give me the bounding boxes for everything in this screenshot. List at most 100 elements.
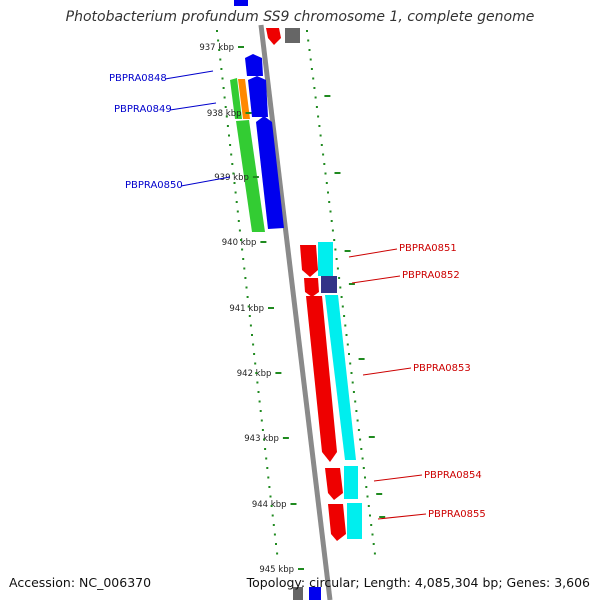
track-dot-left (238, 229, 241, 232)
scale-tick (298, 568, 304, 570)
gene-pbpra0853-cyan[interactable] (325, 295, 356, 460)
track-dot-right (356, 419, 359, 422)
track-dot-left (273, 533, 276, 536)
track-dot-left (234, 191, 237, 194)
track-dot-left (248, 315, 251, 317)
track-dot-left (259, 410, 262, 412)
track-dot-left (216, 30, 218, 32)
gene-green-left[interactable] (230, 78, 242, 119)
scale-label: 944 kbp (252, 500, 287, 510)
scale-label: 942 kbp (237, 369, 272, 379)
label-leader-line (351, 275, 401, 284)
track-dot-right (328, 201, 331, 203)
gene-pbpra0851[interactable] (300, 245, 318, 277)
track-dot-left (225, 115, 228, 118)
gene-label-pbpra0849[interactable]: PBPRA0849 (114, 104, 172, 115)
track-dot-right (322, 153, 325, 156)
gene-label-pbpra0854[interactable]: PBPRA0854 (424, 470, 482, 481)
track-dot-right (359, 438, 362, 441)
gene-pbpra0854[interactable] (325, 468, 343, 500)
track-dot-right (336, 267, 339, 270)
track-dot-left (245, 286, 248, 289)
gene-label-pbpra0848[interactable]: PBPRA0848 (109, 73, 167, 84)
gene-label-pbpra0852[interactable]: PBPRA0852 (402, 270, 460, 281)
track-dot-right (349, 362, 352, 365)
track-dot-left (263, 438, 265, 441)
gene-top-partial-gray (285, 28, 300, 43)
gene-bottom-partial-blue (309, 587, 321, 600)
track-dash-right (368, 436, 375, 438)
gene-pbpra0855[interactable] (328, 504, 346, 541)
track-dash-right (358, 358, 365, 360)
track-dot-right (360, 448, 363, 450)
track-dash-right (379, 516, 386, 518)
scale-tick (268, 307, 274, 309)
track-dot-left (260, 419, 263, 422)
label-leader-line (164, 70, 214, 80)
track-dot-right (369, 514, 371, 517)
track-dot-left (236, 210, 239, 213)
track-dot-left (275, 543, 277, 545)
chromosome-backbone (258, 24, 333, 600)
track-dot-left (268, 486, 271, 488)
track-dot-left (265, 457, 268, 460)
gene-label-pbpra0851[interactable]: PBPRA0851 (399, 243, 457, 254)
gene-pbpra0852-navy (321, 276, 337, 293)
track-dot-right (309, 58, 312, 61)
track-dot-right (344, 324, 347, 327)
scale-marks: 937 kbp 938 kbp 939 kbp 940 kbp 941 kbp 942 k… (199, 43, 304, 575)
track-dot-right (340, 296, 343, 298)
gene-pbpra0849-orange[interactable] (238, 79, 250, 119)
gene-pbpra0848[interactable] (245, 54, 263, 76)
gene-label-pbpra0850[interactable]: PBPRA0850 (125, 180, 183, 191)
gene-labels: PBPRA0848 PBPRA0849 PBPRA0850 PBPRA0851 PBPR… (109, 70, 486, 520)
gene-pbpra0850[interactable] (236, 120, 265, 232)
track-dash-right (344, 250, 351, 252)
gene-pbpra0849[interactable] (248, 76, 268, 117)
label-leader-line (362, 367, 412, 376)
track-dot-right (364, 476, 366, 479)
track-dot-right (348, 353, 350, 355)
scale-label: 943 kbp (244, 434, 279, 444)
track-dot-right (314, 96, 317, 99)
track-dot-left (270, 505, 273, 507)
track-dot-left (230, 153, 233, 156)
track-dot-left (269, 495, 272, 498)
track-dot-left (255, 372, 258, 374)
track-dot-right (333, 239, 336, 241)
track-dot-right (335, 258, 338, 260)
track-dot-left (249, 324, 252, 327)
gene-label-pbpra0853[interactable]: PBPRA0853 (413, 363, 471, 374)
track-dot-left (253, 353, 256, 355)
track-dot-right (370, 524, 373, 526)
gene-top-partial-blue (234, 0, 248, 6)
genome-summary-text: Topology: circular; Length: 4,085,304 bp… (246, 575, 590, 590)
track-dot-right (323, 163, 326, 165)
track-dot-left (221, 77, 224, 80)
track-dot-left (251, 334, 253, 336)
gene-pbpra0851-cyan (318, 242, 333, 276)
gene-pbpra0854-cyan (344, 466, 358, 499)
gene-pbpra0853[interactable] (306, 296, 337, 462)
track-dot-right (320, 144, 323, 146)
track-dot-right (318, 125, 321, 127)
track-dot-right (308, 49, 311, 51)
track-dot-right (371, 533, 374, 536)
scale-label: 940 kbp (222, 238, 257, 248)
track-dot-left (233, 182, 236, 184)
track-dot-right (362, 467, 365, 469)
track-dot-left (257, 391, 260, 393)
track-dot-right (307, 39, 310, 42)
track-dash-right (348, 283, 355, 285)
label-leader-line (180, 176, 231, 187)
track-dot-right (324, 172, 327, 175)
scale-tick (245, 112, 252, 114)
track-dot-left (228, 134, 230, 137)
gene-pbpra0850-blue[interactable] (256, 116, 284, 229)
accession-text: Accession: NC_006370 (9, 575, 152, 590)
scale-label: 939 kbp (214, 173, 249, 183)
gene-pbpra0852[interactable] (304, 278, 319, 297)
gene-label-pbpra0855[interactable]: PBPRA0855 (428, 509, 486, 520)
